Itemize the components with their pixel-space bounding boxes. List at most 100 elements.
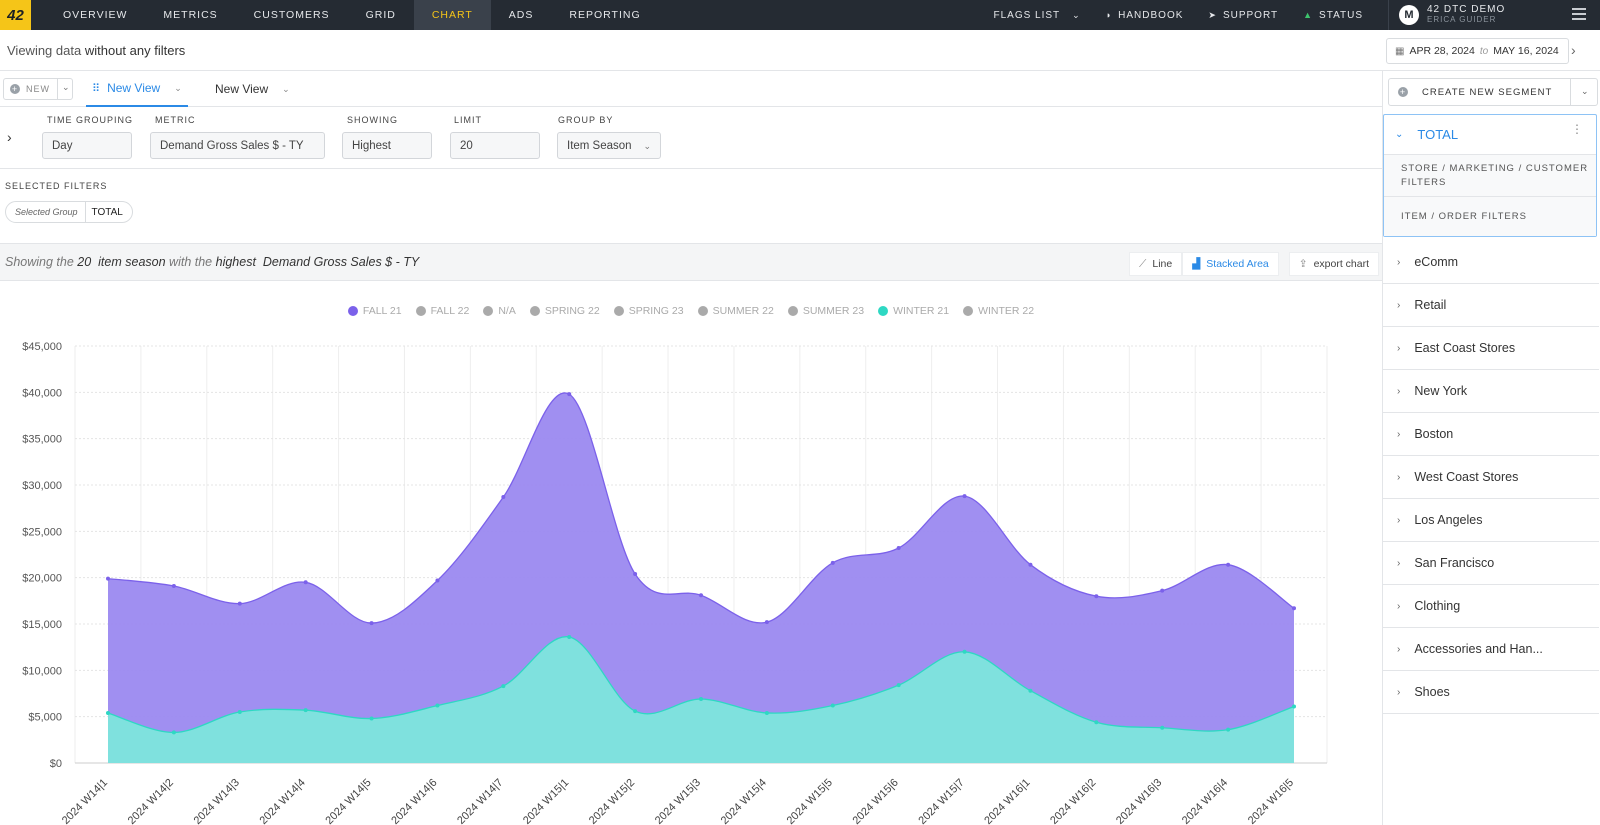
chevron-right-icon[interactable]: › <box>7 129 12 145</box>
segment-item[interactable]: › Shoes <box>1383 671 1599 714</box>
y-tick-label: $20,000 <box>22 573 62 585</box>
legend-item[interactable]: WINTER 22 <box>963 305 1034 317</box>
segment-item[interactable]: › East Coast Stores <box>1383 327 1599 370</box>
metric-select[interactable]: Demand Gross Sales $ - TY <box>150 132 325 159</box>
nav-ads[interactable]: ADS <box>508 9 534 21</box>
item-order-filters[interactable]: ITEM / ORDER FILTERS <box>1384 197 1596 236</box>
y-tick-label: $5,000 <box>28 712 62 724</box>
chevron-down-icon[interactable]: ⌄ <box>282 83 290 94</box>
nav-chart[interactable]: CHART <box>413 0 491 30</box>
data-point <box>830 703 835 708</box>
legend-item[interactable]: WINTER 21 <box>878 305 949 317</box>
segment-item[interactable]: › Retail <box>1383 284 1599 327</box>
data-point <box>962 494 967 499</box>
total-segment-header[interactable]: ⌄ TOTAL ⋮ <box>1384 115 1596 155</box>
legend-item[interactable]: SUMMER 22 <box>697 305 774 317</box>
segment-item[interactable]: › eComm <box>1383 241 1599 284</box>
nav-customers[interactable]: CUSTOMERS <box>253 9 330 21</box>
legend-item[interactable]: SUMMER 23 <box>787 305 865 317</box>
metric-label: METRIC <box>155 115 196 125</box>
limit-label: LIMIT <box>454 115 483 125</box>
support-link[interactable]: ➤ SUPPORT <box>1208 10 1278 21</box>
group-by-label: GROUP BY <box>558 115 614 125</box>
x-tick-label: 2024 W16|5 <box>1246 777 1296 825</box>
hamburger-menu-icon[interactable] <box>1572 8 1586 20</box>
x-tick-label: 2024 W15|7 <box>916 777 966 825</box>
segment-item[interactable]: › Accessories and Han... <box>1383 628 1599 671</box>
time-grouping-select[interactable]: Day <box>42 132 132 159</box>
nav-reporting[interactable]: REPORTING <box>569 9 641 21</box>
export-chart-label: export chart <box>1313 258 1370 270</box>
segment-item-label: Shoes <box>1414 685 1450 699</box>
segment-item-label: eComm <box>1414 255 1459 269</box>
summary-group: item season <box>98 255 166 269</box>
chevron-right-icon[interactable]: › <box>1571 42 1576 58</box>
legend-item[interactable]: FALL 21 <box>347 305 402 317</box>
selected-filters-title: SELECTED FILTERS <box>5 181 108 191</box>
new-view-button[interactable]: + NEW ⌄ <box>3 78 73 100</box>
kebab-menu-icon[interactable]: ⋮ <box>1571 122 1583 136</box>
chevron-right-icon: › <box>1397 514 1401 526</box>
store-marketing-filters[interactable]: STORE / MARKETING / CUSTOMER FILTERS <box>1384 155 1596 197</box>
status-link[interactable]: ▲ STATUS <box>1303 10 1363 21</box>
nav-grid[interactable]: GRID <box>365 9 396 21</box>
line-chart-button[interactable]: ⟋ Line <box>1129 252 1183 276</box>
legend-item[interactable]: SPRING 22 <box>529 305 600 317</box>
chevron-down-icon[interactable]: ⌄ <box>1581 86 1590 96</box>
chevron-down-icon[interactable]: ⌄ <box>62 82 71 92</box>
data-point <box>435 703 440 708</box>
data-point <box>501 495 506 500</box>
data-point <box>1292 606 1296 611</box>
selected-group-pill[interactable]: Selected Group TOTAL <box>5 201 133 223</box>
x-tick-label: 2024 W16|3 <box>1114 777 1164 825</box>
export-icon: ⇪ <box>1298 258 1308 270</box>
filter-status-emphasis: without any filters <box>84 42 186 58</box>
user-menu[interactable]: M 42 DTC DEMO ERICA GUIDER <box>1388 0 1600 30</box>
tab-view-1[interactable]: ⠿ New View ⌄ <box>86 71 188 107</box>
legend-dot <box>787 306 798 316</box>
legend-dot <box>697 306 708 316</box>
chevron-right-icon: › <box>1397 471 1401 483</box>
segment-item[interactable]: › San Francisco <box>1383 542 1599 585</box>
create-segment-label: CREATE NEW SEGMENT <box>1422 86 1553 98</box>
segment-item-label: Accessories and Han... <box>1414 642 1543 656</box>
segment-item[interactable]: › Boston <box>1383 413 1599 456</box>
legend-dot <box>963 306 974 316</box>
segment-item[interactable]: › Clothing <box>1383 585 1599 628</box>
segment-item[interactable]: › West Coast Stores <box>1383 456 1599 499</box>
group-by-select[interactable]: Item Season ⌄ <box>557 132 661 159</box>
app-logo[interactable]: 42 <box>0 0 31 30</box>
create-segment-button[interactable]: + CREATE NEW SEGMENT ⌄ <box>1388 78 1598 106</box>
legend-label: SUMMER 23 <box>802 305 865 317</box>
x-tick-label: 2024 W15|6 <box>850 777 900 825</box>
stacked-area-button[interactable]: ▟ Stacked Area <box>1182 252 1279 276</box>
legend-item[interactable]: FALL 22 <box>415 305 469 317</box>
limit-input[interactable]: 20 <box>450 132 540 159</box>
segments-panel: + CREATE NEW SEGMENT ⌄ ⌄ TOTAL ⋮ STORE /… <box>1382 71 1600 825</box>
nav-overview[interactable]: OVERVIEW <box>63 9 128 21</box>
legend-item[interactable]: SPRING 23 <box>613 305 684 317</box>
x-tick-label: 2024 W16|1 <box>982 777 1032 825</box>
area-chart-icon: ▟ <box>1192 258 1201 270</box>
drag-handle-icon[interactable]: ⠿ <box>92 82 100 95</box>
flags-list-menu[interactable]: FLAGS LIST ⌄ <box>993 10 1080 21</box>
handbook-link[interactable]: ◗ HANDBOOK <box>1106 10 1184 21</box>
tab-view-2[interactable]: New View ⌄ <box>215 71 290 107</box>
flags-list-label: FLAGS LIST <box>993 9 1061 21</box>
legend-label: SPRING 22 <box>544 305 600 317</box>
export-chart-button[interactable]: ⇪ export chart <box>1288 252 1380 276</box>
segment-item[interactable]: › Los Angeles <box>1383 499 1599 542</box>
x-tick-label: 2024 W16|2 <box>1048 777 1098 825</box>
date-range-picker[interactable]: ▦ APR 28, 2024 to MAY 16, 2024 <box>1386 38 1569 64</box>
segment-item[interactable]: › New York <box>1383 370 1599 413</box>
nav-metrics[interactable]: METRICS <box>163 9 218 21</box>
chart-legend: FALL 21 FALL 22 N/A SPRING 22 SPRING 23 SUMME… <box>0 305 1382 317</box>
x-tick-label: 2024 W14|4 <box>257 777 307 825</box>
legend-dot <box>415 306 426 316</box>
legend-item[interactable]: N/A <box>483 305 516 317</box>
chevron-down-icon[interactable]: ⌄ <box>174 82 182 93</box>
group-by-value: Item Season <box>567 139 632 152</box>
data-point <box>633 571 638 576</box>
showing-select[interactable]: Highest <box>342 132 432 159</box>
thumbs-up-icon: ▲ <box>1303 10 1314 20</box>
